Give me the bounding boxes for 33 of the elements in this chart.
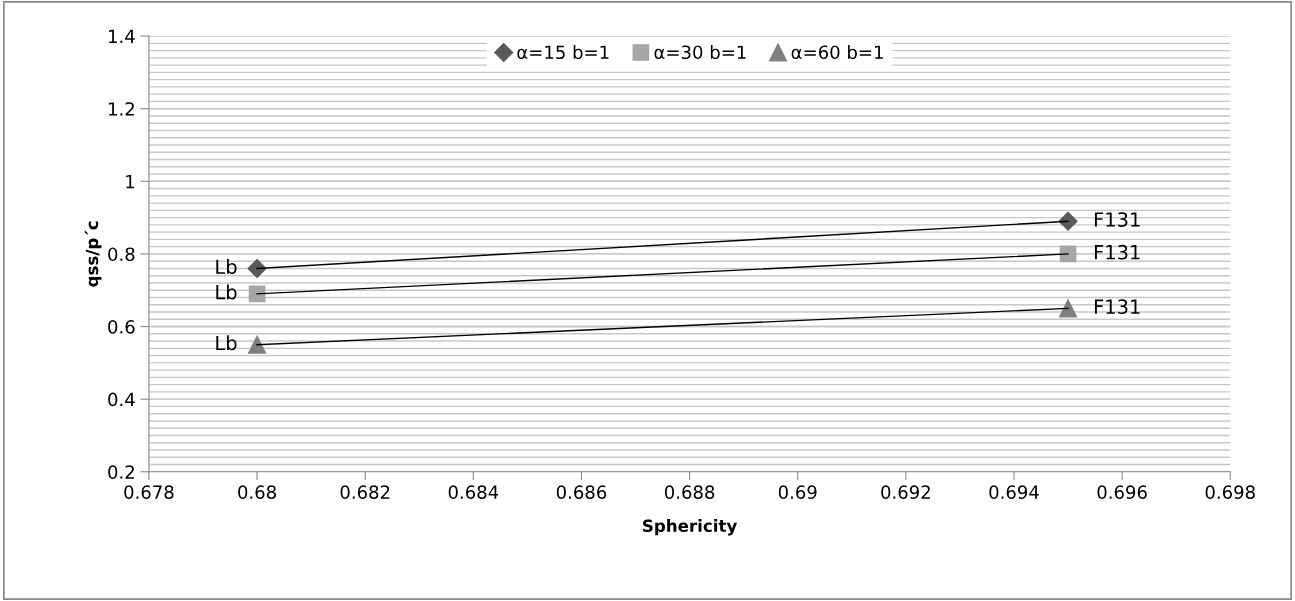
x-tick-label: 0.686	[556, 485, 607, 499]
data-label: F131	[1094, 299, 1140, 315]
data-label: F131	[1094, 212, 1140, 227]
point	[248, 335, 267, 354]
point	[1058, 211, 1078, 231]
point	[1059, 299, 1078, 318]
legend-label: α=30 b=1	[654, 45, 746, 60]
y-tick-label: 1.4	[109, 29, 135, 43]
x-tick-label: 0.698	[1205, 485, 1255, 499]
y-tick-label: 1.2	[109, 102, 134, 116]
x-axis-title: Sphericity	[643, 519, 738, 536]
y-axis-title: qss/p΄c	[84, 221, 102, 287]
y-tick-label: 0.6	[108, 320, 135, 334]
x-tick-label: 0.68	[238, 485, 276, 499]
legend-label: α=60 b=1	[791, 45, 883, 60]
data-label: Lb	[216, 335, 237, 351]
y-tick-label: 0.4	[108, 392, 135, 407]
y-tick-label: 1	[126, 175, 135, 189]
point	[247, 258, 267, 278]
y-tick-label: 0.2	[108, 465, 134, 479]
x-tick-label: 0.696	[1097, 485, 1147, 499]
x-tick-label: 0.678	[124, 485, 174, 499]
x-tick-label: 0.694	[989, 485, 1039, 499]
x-tick-label: 0.682	[340, 485, 390, 499]
data-label: Lb	[216, 284, 237, 300]
legend-label: α=15 b=1	[517, 45, 609, 60]
data-label: F131	[1094, 244, 1140, 260]
y-tick-label: 0.8	[108, 247, 135, 262]
x-tick-label: 0.69	[778, 485, 817, 499]
x-tick-label: 0.688	[664, 485, 715, 499]
data-label: Lb	[216, 259, 237, 275]
x-tick-label: 0.684	[448, 485, 499, 499]
x-tick-label: 0.692	[881, 485, 930, 499]
